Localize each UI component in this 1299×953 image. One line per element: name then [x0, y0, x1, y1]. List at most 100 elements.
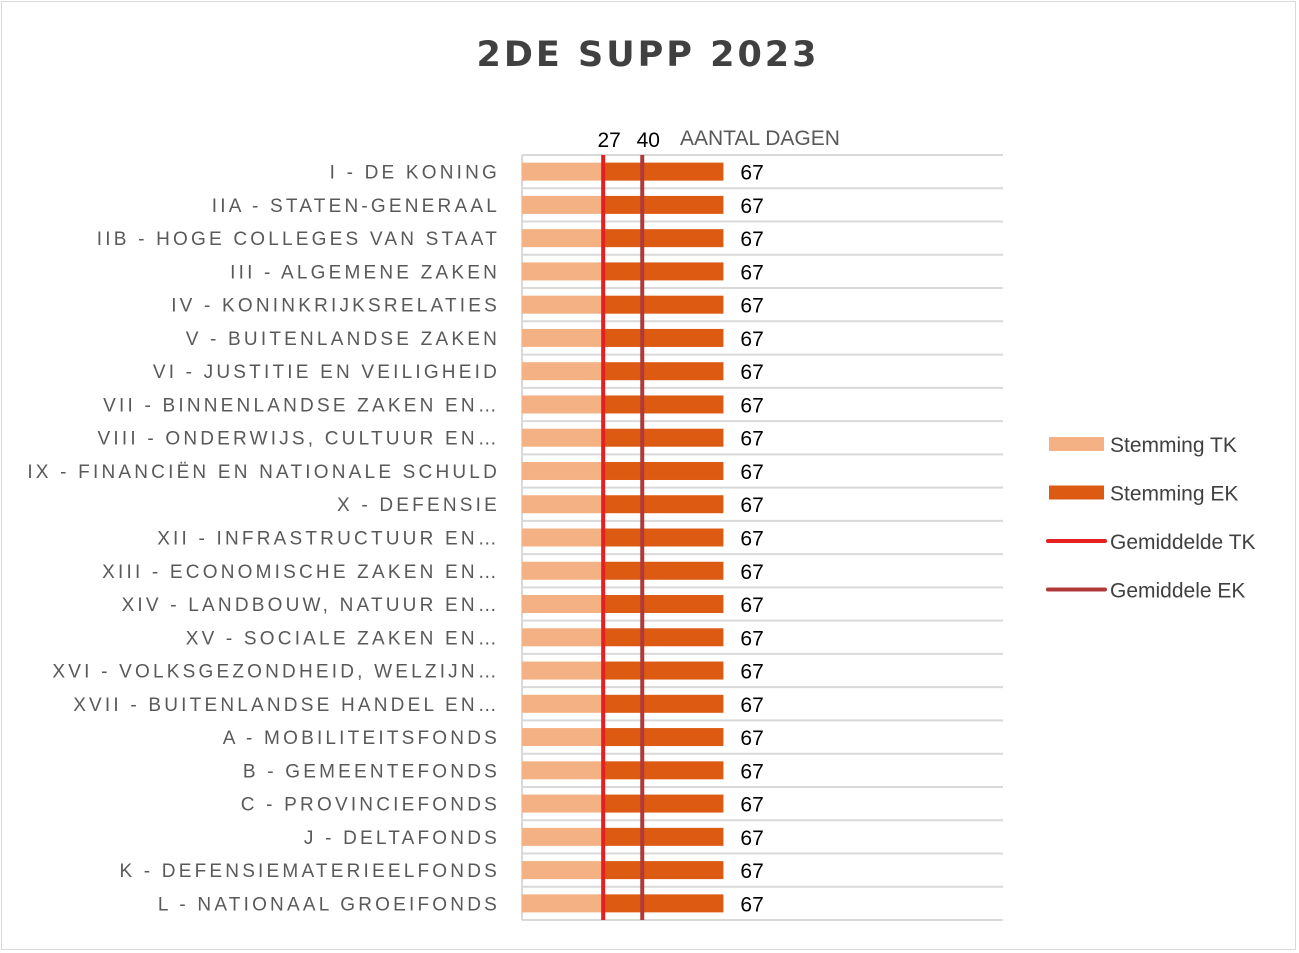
bar-stemming-tk — [522, 861, 604, 880]
bar-stemming-ek — [603, 827, 724, 846]
bar-stemming-tk — [522, 262, 604, 281]
bar-stemming-tk — [522, 495, 604, 514]
bar-stemming-ek — [603, 295, 724, 314]
bar-stemming-tk — [522, 195, 604, 214]
category-label: IIB - HOGE COLLEGES VAN STAAT — [97, 229, 500, 250]
bar-stemming-ek — [603, 162, 724, 181]
bar-stemming-ek — [603, 661, 724, 680]
reference-label-ek: 40 — [637, 129, 660, 152]
category-label: XIV - LANDBOUW, NATUUR EN… — [122, 595, 500, 616]
bar-stemming-ek — [603, 861, 724, 880]
category-label: A - MOBILITEITSFONDS — [223, 728, 500, 749]
bar-stemming-ek — [603, 628, 724, 647]
bar-stemming-tk — [522, 894, 604, 913]
data-label: 67 — [740, 760, 763, 783]
legend-label: Stemming TK — [1110, 434, 1237, 457]
category-label: XVI - VOLKSGEZONDHEID, WELZIJN… — [52, 662, 500, 683]
data-label: 67 — [740, 727, 763, 750]
data-label: 67 — [740, 627, 763, 650]
bar-stemming-ek — [603, 561, 724, 580]
data-label: 67 — [740, 328, 763, 351]
data-label: 67 — [740, 394, 763, 417]
bar-stemming-ek — [603, 229, 724, 248]
bar-stemming-tk — [522, 827, 604, 846]
category-label: XII - INFRASTRUCTUUR EN… — [157, 529, 500, 550]
bar-stemming-tk — [522, 395, 604, 414]
legend-label: Gemiddele EK — [1110, 580, 1245, 603]
data-label: 67 — [740, 428, 763, 451]
data-label: 67 — [740, 661, 763, 684]
legend-label: Gemiddelde TK — [1110, 531, 1256, 554]
bar-stemming-tk — [522, 761, 604, 780]
bar-stemming-tk — [522, 561, 604, 580]
bar-stemming-tk — [522, 694, 604, 713]
category-label: V - BUITENLANDSE ZAKEN — [186, 329, 500, 350]
bar-stemming-ek — [603, 728, 724, 747]
data-label: 67 — [740, 561, 763, 584]
bar-stemming-ek — [603, 794, 724, 813]
bar-stemming-tk — [522, 794, 604, 813]
data-label: 67 — [740, 794, 763, 817]
data-label: 67 — [740, 528, 763, 551]
bar-stemming-tk — [522, 229, 604, 248]
category-label: J - DELTAFONDS — [304, 828, 500, 849]
category-label: IX - FINANCIËN EN NATIONALE SCHULD — [27, 462, 500, 483]
legend-swatch — [1049, 485, 1104, 500]
bar-stemming-tk — [522, 661, 604, 680]
bar-stemming-tk — [522, 162, 604, 181]
bar-stemming-ek — [603, 428, 724, 447]
bar-stemming-ek — [603, 528, 724, 547]
bar-stemming-ek — [603, 694, 724, 713]
category-label: I - DE KONING — [330, 163, 500, 184]
data-label: 67 — [740, 195, 763, 218]
category-label: IV - KONINKRIJKSRELATIES — [171, 296, 500, 317]
data-label: 67 — [740, 860, 763, 883]
data-label: 67 — [740, 827, 763, 850]
bar-stemming-tk — [522, 595, 604, 614]
category-label: VI - JUSTITIE EN VEILIGHEID — [153, 362, 500, 383]
data-label: 67 — [740, 361, 763, 384]
bar-stemming-ek — [603, 262, 724, 281]
bar-stemming-ek — [603, 894, 724, 913]
category-label: XV - SOCIALE ZAKEN EN… — [186, 628, 500, 649]
bar-stemming-tk — [522, 528, 604, 547]
category-label: K - DEFENSIEMATERIEELFONDS — [119, 861, 500, 882]
reference-label-tk: 27 — [597, 129, 620, 152]
bar-stemming-ek — [603, 195, 724, 214]
category-label: C - PROVINCIEFONDS — [241, 795, 500, 816]
bar-stemming-ek — [603, 595, 724, 614]
category-label: B - GEMEENTEFONDS — [243, 761, 500, 782]
category-label: XVII - BUITENLANDSE HANDEL EN… — [73, 695, 500, 716]
category-label: X - DEFENSIE — [337, 495, 500, 516]
bar-stemming-tk — [522, 628, 604, 647]
bar-stemming-tk — [522, 461, 604, 480]
bar-stemming-ek — [603, 328, 724, 347]
category-label: VII - BINNENLANDSE ZAKEN EN… — [103, 395, 500, 416]
data-label: 67 — [740, 694, 763, 717]
data-label: 67 — [740, 162, 763, 185]
bar-stemming-ek — [603, 495, 724, 514]
bar-stemming-tk — [522, 428, 604, 447]
value-axis-label: AANTAL DAGEN — [680, 127, 840, 150]
category-label: VIII - ONDERWIJS, CULTUUR EN… — [98, 429, 500, 450]
data-label: 67 — [740, 461, 763, 484]
data-label: 67 — [740, 261, 763, 284]
data-label: 67 — [740, 494, 763, 517]
data-label: 67 — [740, 594, 763, 617]
bar-stemming-tk — [522, 295, 604, 314]
category-label: L - NATIONAAL GROEIFONDS — [158, 894, 500, 915]
bar-stemming-tk — [522, 728, 604, 747]
category-label: XIII - ECONOMISCHE ZAKEN EN… — [102, 562, 500, 583]
bar-stemming-ek — [603, 362, 724, 381]
legend-swatch — [1049, 437, 1104, 451]
chart-title: 2DE SUPP 2023 — [476, 35, 819, 75]
bar-stemming-ek — [603, 395, 724, 414]
bar-stemming-tk — [522, 328, 604, 347]
category-label: IIA - STATEN-GENERAAL — [212, 196, 500, 217]
category-label: III - ALGEMENE ZAKEN — [230, 262, 500, 283]
data-label: 67 — [740, 893, 763, 916]
bar-stemming-ek — [603, 761, 724, 780]
data-label: 67 — [740, 228, 763, 251]
